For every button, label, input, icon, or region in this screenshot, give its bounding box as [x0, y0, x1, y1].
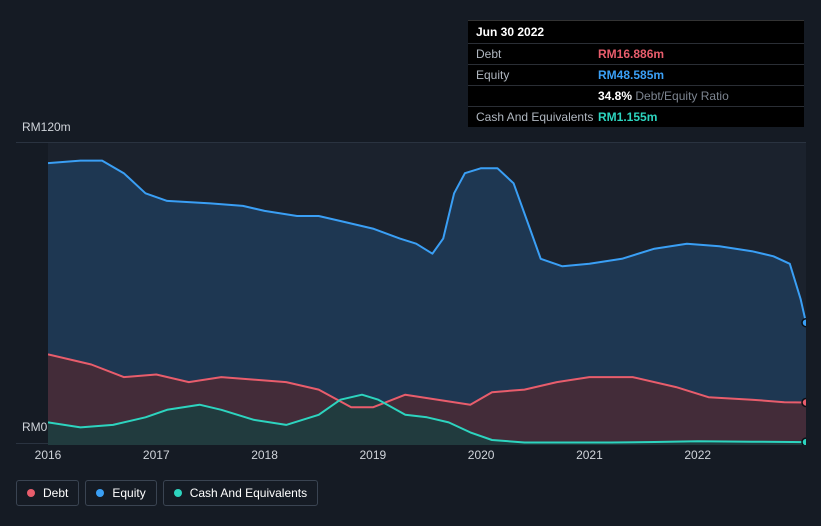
x-tick: 2022 [684, 448, 711, 462]
hover-tooltip: Jun 30 2022 Debt RM16.886m Equity RM48.5… [468, 20, 804, 127]
plot-area[interactable] [16, 142, 806, 444]
tooltip-value-cash: RM1.155m [598, 110, 657, 124]
tooltip-value-ratio: 34.8% Debt/Equity Ratio [598, 89, 729, 103]
x-tick: 2018 [251, 448, 278, 462]
dot-icon [27, 489, 35, 497]
dot-icon [174, 489, 182, 497]
x-tick: 2021 [576, 448, 603, 462]
tooltip-value-debt: RM16.886m [598, 47, 664, 61]
tooltip-value-equity: RM48.585m [598, 68, 664, 82]
dot-icon [96, 489, 104, 497]
ratio-pct: 34.8% [598, 89, 632, 103]
tooltip-label-debt: Debt [476, 47, 598, 61]
legend-item-debt[interactable]: Debt [16, 480, 79, 506]
tooltip-row-ratio: 34.8% Debt/Equity Ratio [468, 86, 804, 107]
chart-svg [48, 143, 806, 445]
tooltip-row-cash: Cash And Equivalents RM1.155m [468, 107, 804, 127]
tooltip-date: Jun 30 2022 [468, 21, 804, 44]
x-tick: 2019 [359, 448, 386, 462]
legend-item-equity[interactable]: Equity [85, 480, 156, 506]
legend-label-debt: Debt [43, 486, 68, 500]
legend-label-cash: Cash And Equivalents [190, 486, 307, 500]
x-axis: 2016 2017 2018 2019 2020 2021 2022 [16, 448, 806, 468]
x-tick: 2017 [143, 448, 170, 462]
tooltip-label-ratio [476, 89, 598, 103]
legend-item-cash[interactable]: Cash And Equivalents [163, 480, 318, 506]
tooltip-row-debt: Debt RM16.886m [468, 44, 804, 65]
x-tick: 2020 [468, 448, 495, 462]
x-tick: 2016 [35, 448, 62, 462]
tooltip-label-cash: Cash And Equivalents [476, 110, 598, 124]
ratio-text: Debt/Equity Ratio [635, 89, 728, 103]
legend-label-equity: Equity [112, 486, 145, 500]
tooltip-row-equity: Equity RM48.585m [468, 65, 804, 86]
y-axis-top-label: RM120m [22, 120, 71, 134]
tooltip-label-equity: Equity [476, 68, 598, 82]
legend: Debt Equity Cash And Equivalents [16, 480, 318, 506]
